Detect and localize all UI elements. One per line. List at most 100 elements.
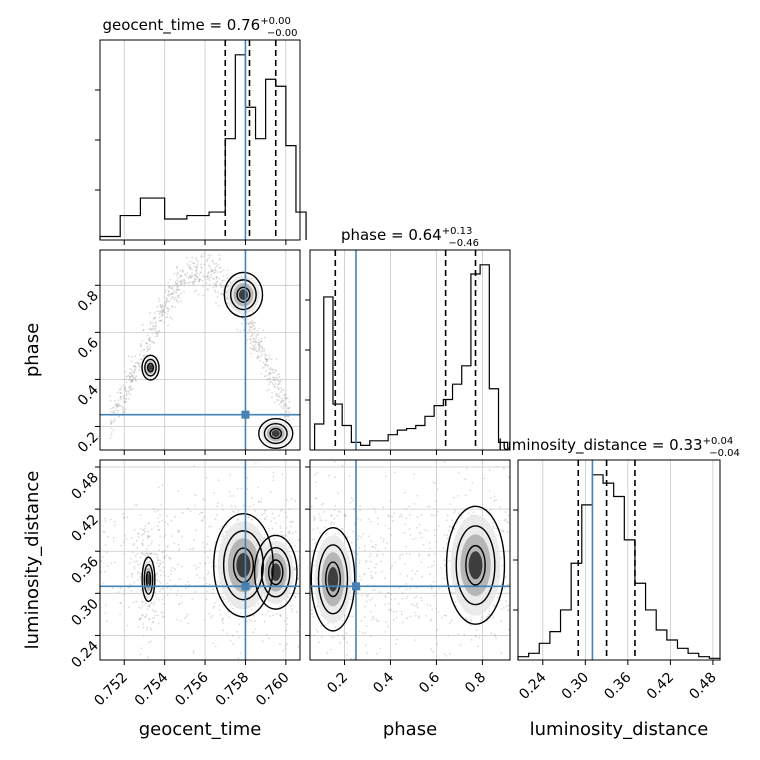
- sample-point: [137, 625, 140, 628]
- sample-point: [264, 613, 267, 616]
- sample-point: [110, 562, 113, 564]
- sample-point: [143, 354, 146, 357]
- sample-point: [410, 578, 413, 580]
- sample-point: [133, 565, 136, 568]
- sample-point: [329, 648, 332, 651]
- sample-point: [226, 273, 228, 276]
- sample-point: [390, 593, 393, 596]
- sample-point: [280, 401, 282, 404]
- sample-point: [272, 376, 275, 379]
- sample-point: [341, 634, 344, 637]
- sample-point: [496, 465, 499, 468]
- sample-point: [123, 552, 126, 555]
- sample-point: [187, 622, 190, 625]
- sample-point: [176, 276, 179, 279]
- sample-point: [374, 604, 377, 607]
- sample-point: [247, 516, 250, 519]
- sample-point: [508, 604, 510, 607]
- contour-outer: [445, 505, 506, 625]
- sample-point: [203, 546, 206, 549]
- sample-point: [151, 327, 154, 330]
- sample-point: [176, 272, 179, 274]
- sample-point: [414, 639, 417, 642]
- sample-point: [191, 281, 194, 284]
- sample-point: [160, 305, 162, 308]
- sample-point: [222, 275, 225, 278]
- sample-point: [164, 296, 166, 299]
- sample-point: [267, 637, 270, 640]
- sample-point: [430, 618, 433, 621]
- sample-point: [311, 538, 314, 541]
- sample-point: [249, 342, 252, 345]
- sample-point: [271, 391, 273, 394]
- sample-point: [169, 287, 172, 290]
- sample-point: [280, 387, 283, 389]
- sample-point: [192, 284, 195, 287]
- sample-point: [136, 546, 139, 549]
- sample-point: [119, 396, 122, 399]
- sample-point: [398, 586, 401, 589]
- sample-point: [282, 534, 285, 537]
- title-value: phase = 0.64: [341, 226, 442, 244]
- sample-point: [206, 258, 209, 261]
- sample-point: [266, 364, 269, 367]
- sample-point: [239, 612, 242, 614]
- sample-point: [254, 321, 257, 324]
- sample-point: [146, 656, 149, 659]
- sample-point: [161, 551, 164, 554]
- sample-point: [287, 415, 290, 418]
- sample-point: [401, 621, 404, 624]
- sample-point: [141, 543, 144, 546]
- sample-point: [190, 275, 193, 278]
- sample-point: [144, 616, 146, 619]
- sample-point: [248, 613, 251, 615]
- sample-point: [488, 490, 491, 492]
- sample-point: [284, 535, 287, 538]
- sample-point: [414, 537, 417, 540]
- contour-outer: [223, 271, 264, 318]
- sample-point: [176, 274, 178, 277]
- sample-point: [268, 368, 271, 370]
- sample-point: [267, 388, 270, 391]
- sample-point: [152, 325, 155, 328]
- sample-point: [313, 519, 315, 522]
- sample-point: [141, 533, 143, 536]
- sample-point: [249, 322, 252, 325]
- contour-middle: [230, 279, 257, 311]
- sample-point: [178, 293, 181, 296]
- sample-point: [162, 603, 165, 606]
- axes-frame: [309, 459, 511, 661]
- sample-point: [437, 524, 440, 527]
- sample-point: [146, 629, 148, 631]
- sample-point: [401, 553, 404, 556]
- sample-point: [443, 653, 446, 656]
- sample-point: [153, 617, 156, 619]
- sample-point: [129, 372, 132, 375]
- sample-point: [141, 601, 144, 603]
- sample-point: [141, 339, 144, 342]
- sample-point: [192, 650, 195, 653]
- sample-point: [393, 512, 396, 515]
- sample-point: [142, 329, 145, 332]
- sample-point: [363, 545, 366, 548]
- sample-point: [251, 328, 254, 331]
- sample-point: [324, 519, 327, 522]
- sample-point: [221, 279, 224, 282]
- sample-point: [170, 297, 173, 300]
- sample-point: [385, 620, 388, 623]
- sample-point: [279, 380, 282, 382]
- sample-point: [367, 567, 370, 570]
- sample-point: [115, 405, 118, 408]
- sample-point: [175, 299, 178, 302]
- sample-point: [175, 290, 178, 293]
- sample-point: [219, 613, 222, 616]
- sample-point: [169, 557, 172, 560]
- sample-point: [168, 294, 171, 297]
- sample-point: [159, 590, 161, 593]
- sample-point: [255, 347, 257, 350]
- sample-point: [149, 603, 151, 606]
- sample-point: [125, 394, 128, 397]
- sample-point: [145, 555, 148, 558]
- sample-point: [272, 376, 275, 379]
- sample-point: [129, 384, 131, 387]
